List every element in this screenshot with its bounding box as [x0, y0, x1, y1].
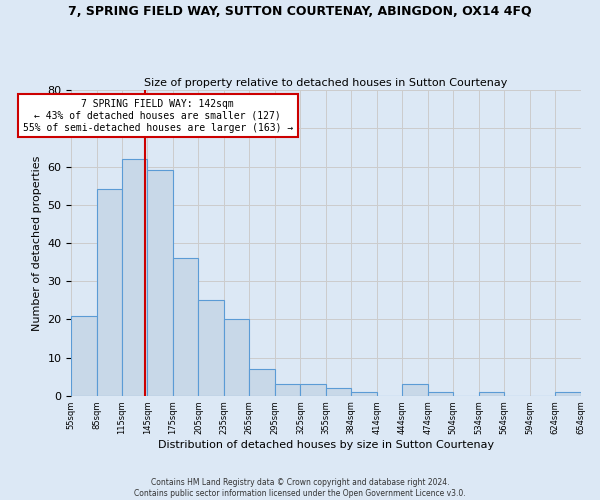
Bar	[402, 384, 428, 396]
Title: Size of property relative to detached houses in Sutton Courtenay: Size of property relative to detached ho…	[144, 78, 508, 88]
Bar	[71, 316, 97, 396]
Text: Contains HM Land Registry data © Crown copyright and database right 2024.
Contai: Contains HM Land Registry data © Crown c…	[134, 478, 466, 498]
Bar	[479, 392, 504, 396]
X-axis label: Distribution of detached houses by size in Sutton Courtenay: Distribution of detached houses by size …	[158, 440, 494, 450]
Bar	[326, 388, 351, 396]
Bar	[173, 258, 199, 396]
Text: 7 SPRING FIELD WAY: 142sqm
← 43% of detached houses are smaller (127)
55% of sem: 7 SPRING FIELD WAY: 142sqm ← 43% of deta…	[23, 100, 293, 132]
Bar	[199, 300, 224, 396]
Bar	[97, 190, 122, 396]
Text: 7, SPRING FIELD WAY, SUTTON COURTENAY, ABINGDON, OX14 4FQ: 7, SPRING FIELD WAY, SUTTON COURTENAY, A…	[68, 5, 532, 18]
Y-axis label: Number of detached properties: Number of detached properties	[32, 155, 41, 330]
Bar	[351, 392, 377, 396]
Bar	[275, 384, 301, 396]
Bar	[555, 392, 581, 396]
Bar	[148, 170, 173, 396]
Bar	[250, 369, 275, 396]
Bar	[428, 392, 453, 396]
Bar	[224, 320, 250, 396]
Bar	[122, 159, 148, 396]
Bar	[301, 384, 326, 396]
